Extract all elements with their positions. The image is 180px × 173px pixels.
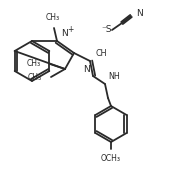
- Text: NH: NH: [108, 72, 120, 81]
- Text: OCH₃: OCH₃: [101, 154, 121, 163]
- Text: N: N: [61, 29, 68, 38]
- Text: N: N: [136, 10, 143, 19]
- Text: CH: CH: [95, 49, 107, 58]
- Text: CH₃: CH₃: [46, 13, 60, 22]
- Text: +: +: [67, 25, 73, 34]
- Text: CH₃: CH₃: [28, 72, 42, 81]
- Text: CH₃: CH₃: [27, 58, 41, 67]
- Text: N: N: [83, 65, 90, 74]
- Text: ⁻S: ⁻S: [102, 25, 112, 34]
